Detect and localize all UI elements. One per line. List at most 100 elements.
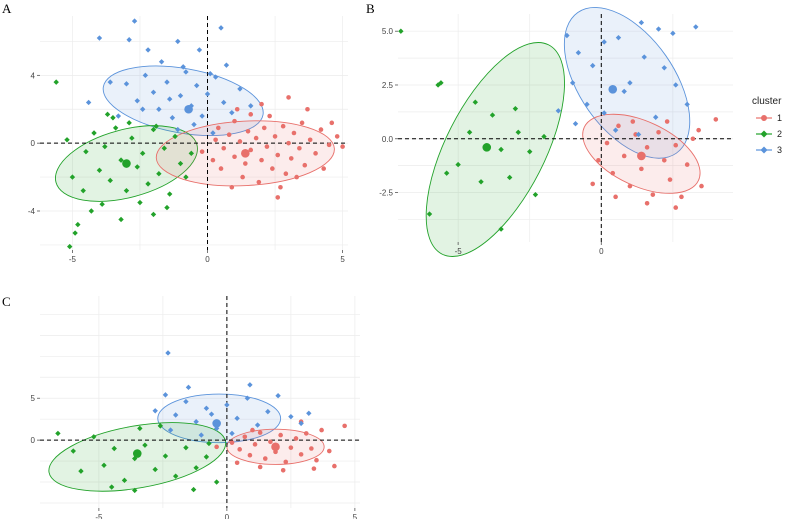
cluster-2-point	[145, 181, 151, 187]
cluster-1-point	[297, 145, 302, 151]
cluster-1-point	[311, 466, 317, 471]
cluster-1-point	[234, 460, 240, 466]
cluster-1-point	[221, 145, 227, 151]
cluster-2-point	[69, 174, 76, 180]
cluster-3-point	[131, 18, 138, 24]
cluster-1-point	[639, 166, 644, 172]
cluster-2-point	[112, 125, 119, 131]
cluster-3-point	[684, 101, 690, 108]
cluster-3-centroid	[184, 104, 193, 114]
cluster-3-point	[96, 35, 103, 41]
y-tick-label: -2.5	[379, 189, 393, 198]
cluster-3-point	[265, 408, 271, 415]
legend-entry-label: 2	[777, 129, 782, 139]
cluster-3-point	[139, 106, 146, 112]
cluster-1-point	[321, 166, 326, 171]
cluster-1-point	[245, 129, 251, 134]
cluster-2-centroid	[132, 449, 142, 458]
cluster-3-point	[288, 413, 294, 420]
cluster-3-point	[164, 79, 170, 85]
cluster-3-point	[134, 98, 140, 104]
cluster-1-point	[214, 444, 219, 450]
cluster-3-point	[212, 74, 219, 80]
cluster-1-point	[613, 194, 618, 200]
cluster-2-point	[398, 28, 404, 34]
cluster-2-ellipse	[425, 42, 565, 257]
cluster-2-point	[134, 164, 140, 170]
cluster-2-point	[541, 133, 547, 140]
cluster-2-point	[489, 112, 496, 118]
cluster-2-point	[142, 442, 148, 448]
cluster-2-point	[118, 157, 124, 163]
cluster-1-point	[661, 157, 667, 163]
cluster-3-point	[218, 25, 224, 31]
cluster-3-point	[196, 47, 203, 53]
cluster-3-point	[247, 382, 253, 388]
cluster-1-point	[240, 174, 245, 180]
cluster-2-point	[137, 425, 143, 432]
cluster-3-point	[172, 412, 179, 418]
cluster-1-point	[286, 140, 291, 146]
cluster-2-point	[101, 462, 107, 468]
cluster-2-point	[466, 129, 473, 136]
cluster-1-point	[673, 142, 679, 148]
cluster-3-point	[244, 395, 251, 401]
cluster-2-points	[398, 28, 547, 232]
cluster-2-point	[532, 191, 539, 198]
cluster-3-point	[237, 86, 243, 92]
cluster-1-point	[644, 145, 650, 150]
cluster-1-point	[283, 459, 289, 465]
cluster-3-point	[229, 109, 235, 116]
y-tick-label: 4	[31, 71, 36, 80]
cluster-2-point	[164, 204, 170, 211]
cluster-2-point	[88, 208, 95, 214]
cluster-2-point	[193, 465, 199, 471]
cluster-3-points	[85, 18, 254, 136]
cluster-2-point	[150, 126, 157, 133]
cluster-3-point	[169, 115, 176, 121]
cluster-3-point	[198, 432, 204, 438]
cluster-2-point	[183, 174, 189, 180]
cluster-1-point	[332, 463, 337, 469]
cluster-1-point	[267, 113, 272, 119]
cluster-3-point	[275, 393, 281, 399]
cluster-2-point	[55, 430, 61, 437]
cluster-1-point	[340, 144, 345, 149]
cluster-3-point	[162, 392, 169, 398]
cluster-1-point	[259, 157, 264, 163]
cluster-3-point	[177, 92, 184, 99]
cluster-2-point	[172, 133, 178, 140]
x-tick-label: -5	[69, 255, 77, 264]
cluster-2-centroid	[482, 143, 492, 152]
cluster-1-point	[291, 130, 297, 136]
legend-entry-label: 1	[777, 113, 782, 123]
cluster-1-point	[259, 101, 264, 107]
cluster-2-point	[72, 230, 78, 236]
cluster-2-point	[64, 137, 70, 143]
cluster-1-point	[256, 179, 262, 185]
cluster-3-point	[188, 103, 194, 109]
cluster-2-point	[91, 434, 97, 440]
cluster-2-point	[161, 145, 167, 151]
x-tick-label: 5	[353, 513, 358, 519]
cluster-1-point	[232, 118, 237, 124]
cluster-3-point	[638, 19, 645, 26]
cluster-3-centroid	[212, 419, 221, 428]
cluster-3-ellipse	[102, 65, 264, 136]
cluster-2-point	[83, 148, 89, 155]
cluster-2-point	[498, 146, 504, 153]
cluster-1-point	[696, 127, 701, 133]
cluster-1-point	[237, 447, 242, 452]
cluster-2-point	[213, 479, 220, 485]
cluster-3-point	[601, 110, 607, 116]
cluster-2-point	[139, 150, 146, 157]
cluster-1-point	[280, 123, 286, 129]
cluster-3-point	[126, 37, 132, 43]
cluster-3-point	[693, 24, 699, 30]
legend-key-diamond	[760, 130, 768, 138]
cluster-2-point	[498, 226, 504, 232]
cluster-2-point	[472, 99, 479, 105]
cluster-2-point	[153, 123, 159, 129]
cluster-1-point	[318, 127, 324, 132]
cluster-3-point	[166, 96, 173, 102]
